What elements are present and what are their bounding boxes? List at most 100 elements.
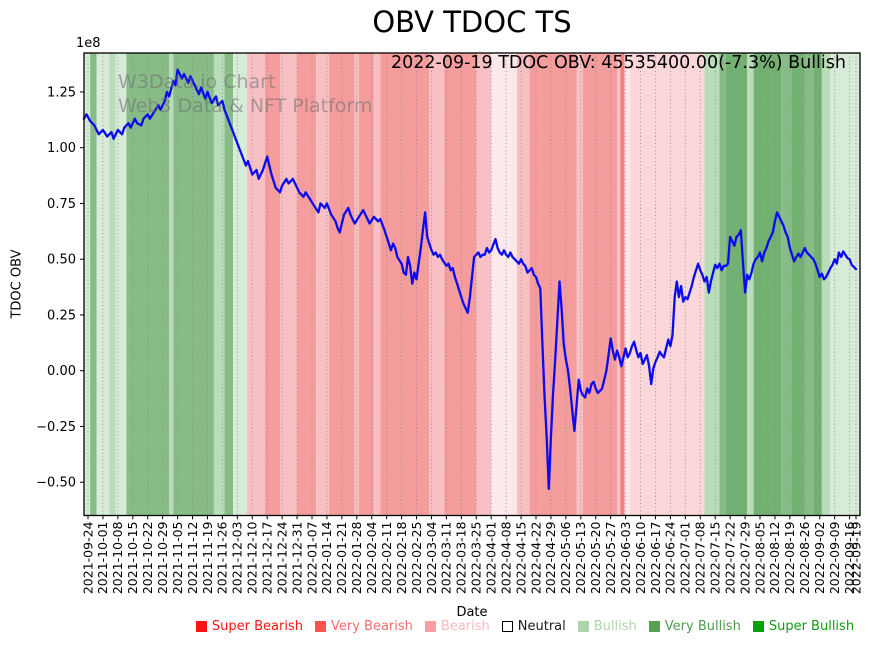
legend-item-very-bearish: Very Bearish [315,619,413,634]
legend-item-bullish: Bullish [577,619,637,634]
signal-band-bullish [109,53,116,516]
x-tick-label: 2022-03-11 [439,522,454,595]
signal-band-bearish [279,53,298,516]
signal-band-very_bearish [358,53,374,516]
y-tick-label: 0.00 [47,364,76,379]
legend-label: Super Bullish [768,619,855,634]
y-tick-labels-layer: 1.25 1.00 0.75 0.50 0.25 0.00 −0.25 −0.50 [36,85,76,490]
legend-swatch-icon [424,621,436,632]
x-tick-label: 2021-11-26 [215,521,230,594]
watermark-line2: Web3 Data & NFT Platform [118,94,373,117]
x-tick-label: 2022-06-10 [633,521,648,594]
x-tick-label: 2022-04-22 [528,522,543,595]
signal-band-bearish [476,53,492,516]
x-tick-label: 2022-08-05 [752,522,767,595]
x-tick-label: 2022-01-21 [334,522,349,595]
x-tick-label: 2021-12-17 [259,522,274,595]
y-tick-label: −0.50 [36,476,76,491]
signal-band-very_bearish [380,53,430,516]
x-tick-label: 2022-04-29 [543,521,558,594]
x-tick-label: 2022-03-25 [469,522,484,595]
signal-band-bearish [576,53,583,516]
signal-band-bullish_pale [830,53,860,516]
x-tick-label: 2021-10-29 [155,521,170,594]
signal-band-bullish_pale [233,53,247,516]
legend-swatch-icon [577,621,589,632]
signal-band-bearish [516,53,530,516]
x-tick-label: 2022-06-03 [618,522,633,595]
x-tick-label: 2022-06-24 [663,521,678,594]
x-tick-label: 2022-03-04 [424,521,439,594]
x-tick-label: 2022-04-15 [513,522,528,595]
signal-band-bearish_faint [491,53,517,516]
x-tick-label: 2022-02-18 [394,521,409,594]
gridlines-layer [87,53,857,516]
y-tick-label: 0.75 [47,197,76,212]
x-tick-label: 2022-07-29 [737,521,752,594]
x-tick-label: 2022-06-17 [648,522,663,595]
signal-band-very_bullish [781,53,792,516]
x-tick-label: 2022-09-02 [812,522,827,595]
x-tick-label: 2021-10-01 [95,522,110,595]
x-tick-label: 2022-09-16 [842,521,857,594]
signal-band-bullish [704,53,720,516]
legend-item-super-bullish: Super Bullish [752,619,855,634]
watermark-line1: W3Data.io Chart [118,71,276,93]
x-tick-label: 2022-02-04 [364,521,379,594]
x-tick-label: 2022-08-26 [797,521,812,594]
x-tick-label: 2022-07-22 [722,522,737,595]
x-tick-label: 2022-05-13 [573,522,588,595]
signal-band-bearish [316,53,330,516]
signal-legend: Super Bearish Very Bearish Bearish Neutral B… [175,619,875,634]
legend-swatch-icon [315,621,326,632]
signal-band-very_bullish [719,53,726,516]
obv-line-series [82,68,858,491]
x-tick-label: 2022-01-07 [304,522,319,595]
signal-bands-layer [84,53,860,516]
legend-item-super-bearish: Super Bearish [195,619,303,634]
legend-swatch-icon [501,621,513,632]
x-tick-label: 2022-02-11 [379,522,394,595]
y-tick-label: 1.25 [47,85,76,100]
signal-band-bullish_pale [115,53,127,516]
signal-band-super_bullish [725,53,748,516]
signal-band-bearish [429,53,445,516]
x-tick-label: 2021-11-12 [185,522,200,595]
x-tick-label: 2022-08-19 [782,521,797,594]
x-tick-label: 2021-10-08 [110,521,125,594]
x-tick-label: 2021-10-22 [140,522,155,595]
signal-band-super_bearish [620,53,625,516]
y-axis-label: TDOC OBV [9,249,25,319]
x-tick-label: 2021-11-19 [200,521,215,594]
x-axis-label: Date [456,605,488,620]
y-tick-label: 1.00 [47,141,76,156]
x-tick-label: 2022-01-28 [349,521,364,594]
signal-band-bearish [246,53,266,516]
legend-label: Very Bearish [331,619,413,634]
signal-band-bullish [213,53,225,516]
y-tick-label: 0.50 [47,253,76,268]
signal-band-bearish [617,53,621,516]
x-tick-label: 2022-01-14 [319,521,334,594]
x-tick-label: 2022-03-18 [454,521,469,594]
x-tick-label: 2022-07-01 [678,522,693,595]
signal-band-very_bullish [224,53,234,516]
legend-swatch-icon [195,621,207,632]
legend-label: Super Bearish [211,619,303,634]
signal-band-bullish_pale [84,53,91,516]
signal-band-bearish_faint [624,53,630,516]
legend-label: Very Bullish [664,619,741,634]
x-tick-label: 2021-12-31 [289,522,304,595]
x-tick-label: 2021-09-24 [80,521,95,594]
x-tick-label: 2022-07-15 [707,522,722,595]
x-tick-label: 2022-09-19 [848,521,863,594]
x-tick-label: 2021-12-10 [245,521,260,594]
legend-label: Neutral [517,619,566,634]
signal-band-super_bullish [813,53,822,516]
legend-item-very-bullish: Very Bullish [648,619,741,634]
y-tick-label: 0.25 [47,308,76,323]
x-tick-label: 2022-02-25 [409,522,424,595]
axis-ticks-layer [80,91,857,520]
last-value-annotation: 2022-09-19 TDOC OBV: 45535400.00(-7.3%) … [390,53,846,73]
